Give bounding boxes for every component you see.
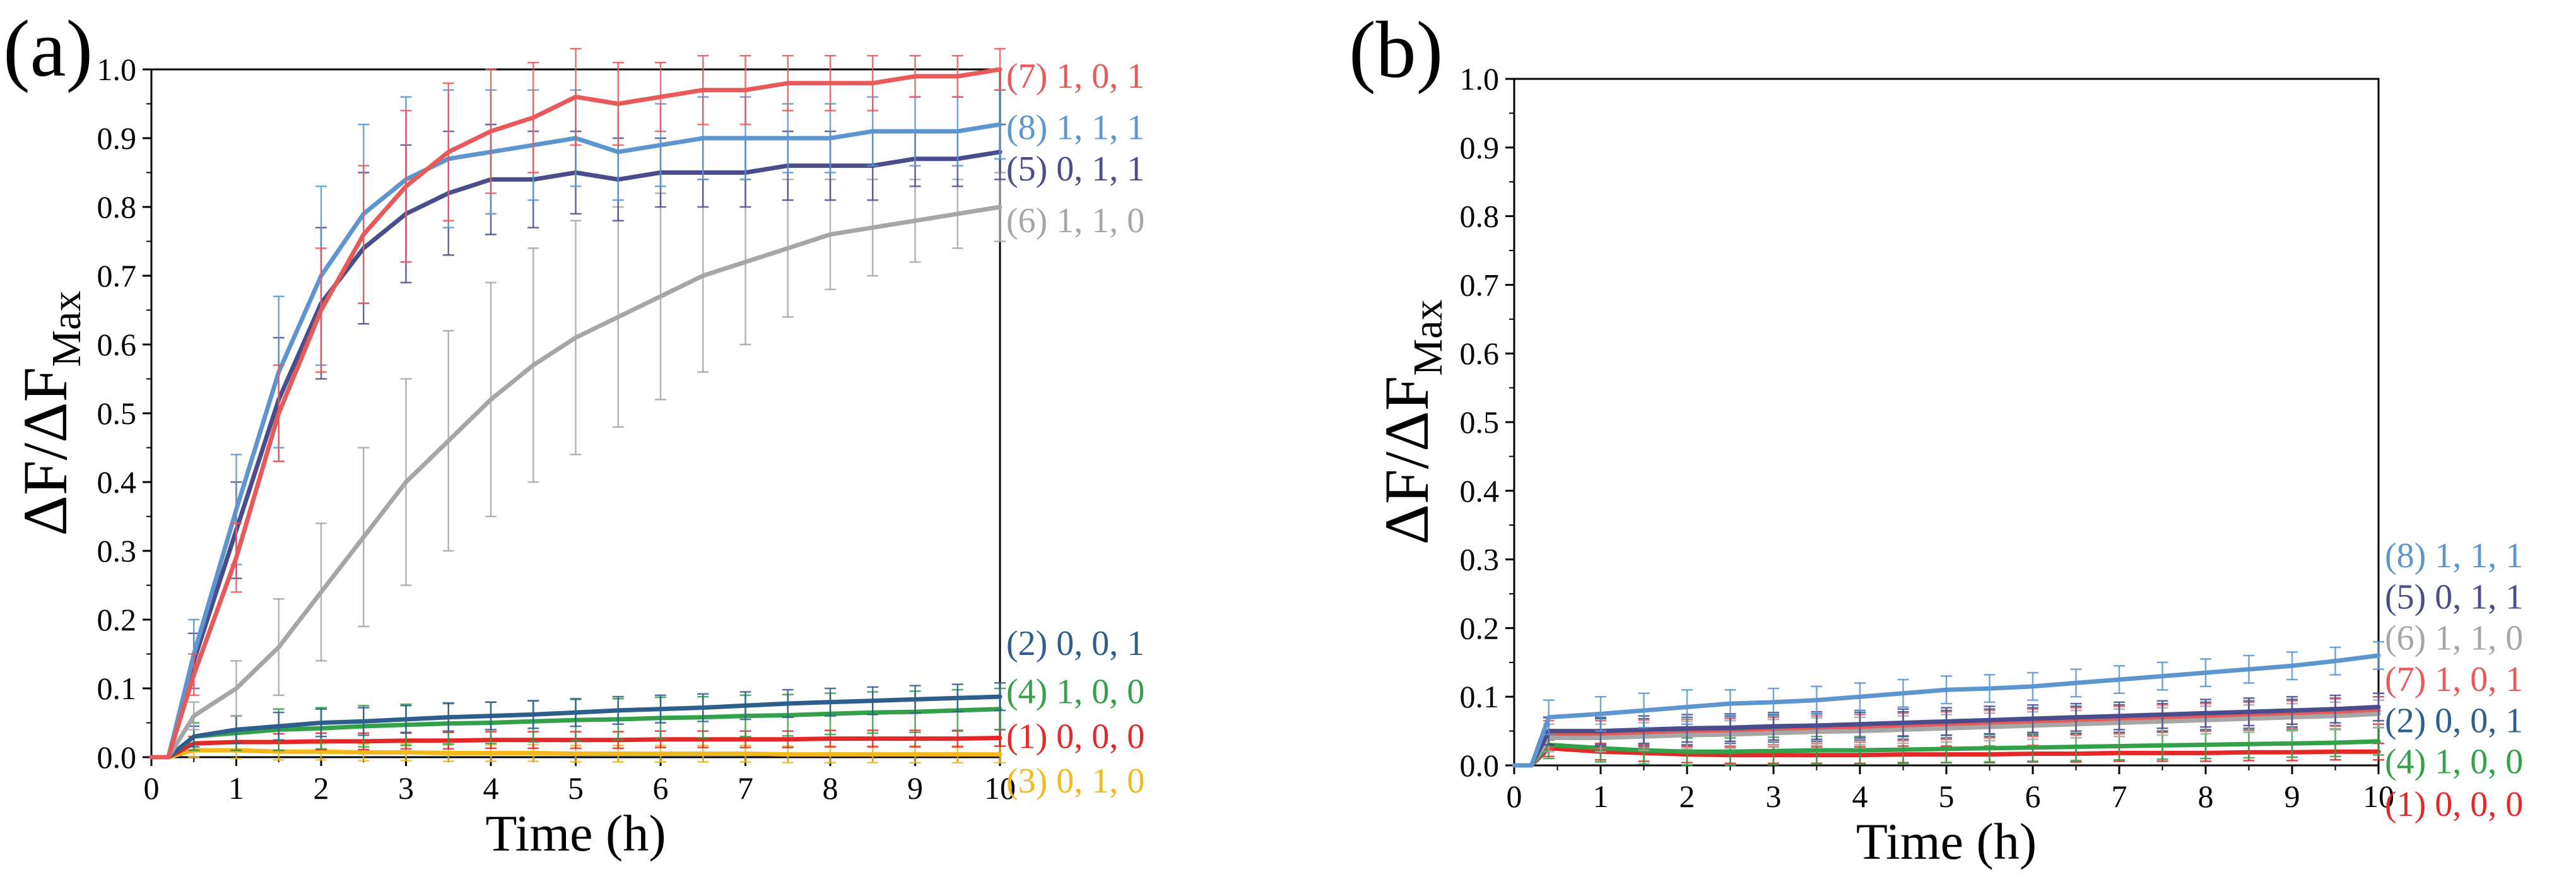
x-tick-label: 3 bbox=[398, 770, 414, 806]
panel-letter: (b) bbox=[1349, 5, 1443, 95]
series-line bbox=[1512, 711, 2381, 768]
y-tick-label: 0.3 bbox=[1460, 542, 1500, 577]
x-tick-label: 5 bbox=[1939, 779, 1955, 814]
x-tick-label: 10 bbox=[984, 770, 1016, 806]
x-tick-label: 7 bbox=[738, 770, 753, 806]
x-tick-label: 6 bbox=[653, 770, 669, 806]
y-axis-label: ΔF/ΔFMax bbox=[10, 291, 90, 536]
series-label: (7) 1, 0, 1 bbox=[2385, 660, 2523, 699]
series-5-0-1-1: (5) 0, 1, 1 bbox=[1512, 577, 2523, 768]
x-tick-label: 2 bbox=[314, 770, 329, 806]
y-tick-label: 0.2 bbox=[1460, 610, 1500, 645]
y-tick-label: 0.5 bbox=[97, 396, 137, 431]
series-label: (8) 1, 1, 1 bbox=[1006, 109, 1144, 148]
series-line bbox=[1512, 653, 2381, 768]
chart-panel-a: (a) 0.0 0.1 0.2 0.3 0.4 0.5 0.6 0.7 0.8 0.9 1.0 0 1 2 3… bbox=[3, 4, 1144, 862]
series-line bbox=[1512, 708, 2381, 768]
y-tick-label: 0.8 bbox=[97, 189, 137, 225]
series-label: (4) 1, 0, 0 bbox=[1006, 672, 1144, 711]
x-tick-label: 3 bbox=[1766, 779, 1782, 814]
panel-letter: (a) bbox=[3, 4, 93, 93]
series-label: (3) 0, 1, 0 bbox=[1006, 762, 1144, 801]
series-label: (8) 1, 1, 1 bbox=[2385, 536, 2523, 575]
series-label: (1) 0, 0, 0 bbox=[1006, 717, 1144, 756]
series-6-1-1-0: (6) 1, 1, 0 bbox=[149, 172, 1144, 760]
series-7-1-0-1: (7) 1, 0, 1 bbox=[149, 48, 1144, 760]
x-tick-label: 4 bbox=[1852, 779, 1868, 814]
y-tick-label: 0.0 bbox=[1460, 748, 1500, 783]
series-label: (2) 0, 0, 1 bbox=[2385, 701, 2523, 740]
y-tick-label: 0.8 bbox=[1460, 199, 1500, 234]
x-tick-label: 1 bbox=[1593, 779, 1609, 814]
x-tick-label: 8 bbox=[823, 770, 838, 806]
y-tick-label: 0.9 bbox=[97, 121, 137, 156]
x-tick-label: 9 bbox=[2285, 779, 2300, 814]
y-axis-label-subscript: Max bbox=[44, 291, 90, 367]
y-tick-label: 0.4 bbox=[1460, 473, 1500, 509]
series-label: (7) 1, 0, 1 bbox=[1006, 57, 1144, 96]
series-line bbox=[1512, 739, 2381, 768]
series-label: (5) 0, 1, 1 bbox=[2385, 577, 2523, 616]
y-tick-label: 1.0 bbox=[97, 52, 137, 87]
series-line bbox=[149, 736, 1003, 760]
series-3-0-1-0: (3) 0, 1, 0 bbox=[149, 741, 1144, 801]
series-label: (1) 0, 0, 0 bbox=[2385, 785, 2523, 824]
y-tick-label: 0.6 bbox=[97, 327, 137, 362]
series-label: (5) 0, 1, 1 bbox=[1006, 150, 1144, 189]
series-line bbox=[1512, 705, 2381, 768]
series-line bbox=[149, 67, 1003, 760]
series-line bbox=[149, 204, 1003, 760]
y-axis-label: ΔF/ΔFMax bbox=[1372, 300, 1451, 545]
series-8-1-1-1: (8) 1, 1, 1 bbox=[149, 89, 1144, 760]
series-line bbox=[149, 707, 1003, 760]
x-tick-label: 8 bbox=[2198, 779, 2214, 814]
x-tick-label: 10 bbox=[2363, 779, 2394, 814]
x-tick-label: 1 bbox=[228, 770, 244, 806]
y-tick-label: 0.7 bbox=[97, 258, 137, 293]
y-tick-label: 0.0 bbox=[97, 740, 137, 775]
y-tick-label: 1.0 bbox=[1460, 61, 1500, 97]
x-axis-label: Time (h) bbox=[485, 804, 666, 862]
series-2-0-0-1: (2) 0, 0, 1 bbox=[149, 624, 1144, 760]
y-tick-label: 0.7 bbox=[1460, 267, 1500, 302]
y-axis-label-subscript: Max bbox=[1405, 300, 1451, 376]
y-axis-label-main: ΔF/ΔF bbox=[1372, 376, 1442, 545]
x-tick-label: 2 bbox=[1679, 779, 1695, 814]
x-tick-label: 7 bbox=[2112, 779, 2127, 814]
y-tick-label: 0.9 bbox=[1460, 130, 1500, 165]
y-axis-label-main: ΔF/ΔF bbox=[10, 367, 80, 536]
series-line bbox=[149, 150, 1003, 760]
x-tick-label: 9 bbox=[907, 770, 923, 806]
series-4-1-0-0: (4) 1, 0, 0 bbox=[149, 672, 1144, 760]
series-label: (6) 1, 1, 0 bbox=[1006, 201, 1144, 240]
y-tick-label: 0.2 bbox=[97, 602, 137, 637]
y-tick-label: 0.6 bbox=[1460, 336, 1500, 371]
x-axis-label: Time (h) bbox=[1856, 813, 2037, 870]
series-label: (6) 1, 1, 0 bbox=[2385, 619, 2523, 658]
x-tick-label: 0 bbox=[144, 770, 160, 806]
x-tick-label: 5 bbox=[568, 770, 584, 806]
y-tick-label: 0.3 bbox=[97, 533, 137, 569]
series-line bbox=[1512, 746, 2381, 768]
series-6-1-1-0: (6) 1, 1, 0 bbox=[1512, 619, 2523, 768]
y-tick-label: 0.4 bbox=[97, 464, 137, 500]
series-line bbox=[149, 694, 1003, 760]
y-tick-label: 0.1 bbox=[1460, 679, 1500, 714]
y-tick-label: 0.1 bbox=[97, 671, 137, 706]
chart-panel-b: (b) 0.0 0.1 0.2 0.3 0.4 0.5 0.6 0.7 0.8 0.9 1.0 0 1 2 3… bbox=[1349, 5, 2523, 870]
x-tick-label: 0 bbox=[1507, 779, 1522, 814]
x-tick-label: 6 bbox=[2025, 779, 2041, 814]
x-tick-label: 4 bbox=[483, 770, 499, 806]
series-5-0-1-1: (5) 0, 1, 1 bbox=[149, 123, 1144, 760]
series-8-1-1-1: (8) 1, 1, 1 bbox=[1512, 536, 2523, 768]
series-line bbox=[149, 748, 1003, 760]
series-line bbox=[149, 122, 1003, 760]
series-label: (2) 0, 0, 1 bbox=[1006, 624, 1144, 663]
series-label: (4) 1, 0, 0 bbox=[2385, 743, 2523, 782]
y-tick-label: 0.5 bbox=[1460, 404, 1500, 440]
